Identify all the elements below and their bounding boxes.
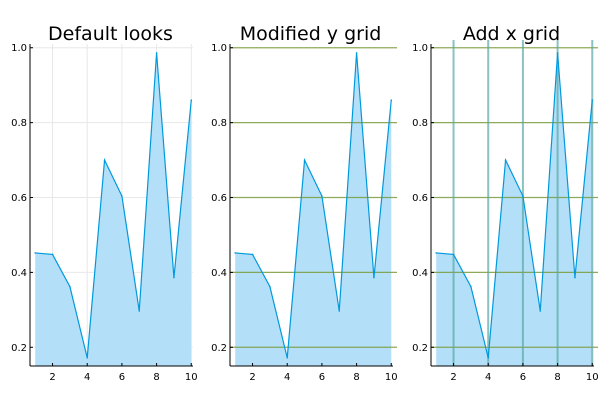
- x-tick-label: 10: [185, 372, 198, 383]
- y-tick-label: 0.6: [412, 193, 428, 204]
- data-point: [355, 52, 358, 54]
- data-point: [69, 285, 71, 288]
- data-point: [522, 195, 524, 197]
- data-point: [103, 159, 106, 161]
- data-point: [591, 99, 594, 101]
- data-point: [269, 285, 271, 288]
- y-tick-label: 1.0: [11, 43, 27, 54]
- area-fill: [35, 52, 192, 366]
- x-tick-label: 8: [554, 372, 560, 383]
- data-point: [121, 195, 123, 197]
- x-tick-label: 8: [153, 372, 159, 383]
- data-point: [338, 310, 341, 312]
- series-line: [35, 52, 192, 358]
- data-point: [504, 159, 507, 161]
- data-point: [470, 285, 472, 288]
- data-point: [173, 276, 175, 279]
- chart-panel-3: 0.2 0.4 0.6 0.8 1.0 2 4 6 8 10 Add x grid: [412, 23, 599, 383]
- data-point: [286, 356, 289, 359]
- y-tick-label: 0.4: [412, 268, 428, 279]
- chart-title: Default looks: [48, 23, 173, 45]
- chart-title: Add x grid: [463, 23, 560, 45]
- data-point: [51, 253, 54, 256]
- series-line: [235, 52, 392, 358]
- data-point: [303, 159, 306, 161]
- data-point: [321, 195, 323, 197]
- x-tick-label: 6: [319, 372, 325, 383]
- y-tick-label: 0.6: [11, 193, 27, 204]
- data-point: [373, 276, 375, 279]
- area-fill: [235, 52, 392, 366]
- x-tick-label: 4: [284, 372, 290, 383]
- x-tick-label: 2: [450, 372, 456, 383]
- y-tick-label: 0.8: [11, 118, 27, 129]
- y-tick-label: 0.2: [211, 343, 227, 354]
- chart-title: Modified y grid: [240, 23, 382, 45]
- data-point: [452, 253, 455, 256]
- x-tick-label: 2: [249, 372, 255, 383]
- y-tick-label: 0.4: [11, 268, 27, 279]
- data-point: [251, 253, 254, 256]
- x-tick-label: 6: [119, 372, 125, 383]
- y-tick-label: 0.6: [211, 193, 227, 204]
- y-tick-label: 0.2: [11, 343, 27, 354]
- data-point: [539, 310, 542, 312]
- data-point: [487, 356, 490, 359]
- x-tick-label: 6: [520, 372, 526, 383]
- data-point: [556, 52, 559, 54]
- data-point: [86, 356, 89, 359]
- x-tick-label: 4: [84, 372, 90, 383]
- data-point: [234, 252, 237, 254]
- x-tick-label: 8: [353, 372, 359, 383]
- data-point: [34, 252, 37, 254]
- x-tick-label: 4: [485, 372, 491, 383]
- y-tick-label: 1.0: [412, 43, 428, 54]
- chart-panel-2: 0.2 0.4 0.6 0.8 1.0 2 4 6 8 10 Modified y grid: [211, 23, 398, 383]
- y-tick-label: 0.4: [211, 268, 227, 279]
- y-tick-label: 0.8: [211, 118, 227, 129]
- x-tick-label: 2: [49, 372, 55, 383]
- data-point: [155, 52, 158, 54]
- series-line: [436, 52, 593, 358]
- x-tick-label: 10: [385, 372, 398, 383]
- data-point: [574, 276, 576, 279]
- data-point: [138, 310, 141, 312]
- y-tick-label: 0.2: [412, 343, 428, 354]
- area-fill: [436, 52, 593, 366]
- y-tick-label: 0.8: [412, 118, 428, 129]
- data-point: [190, 99, 193, 101]
- x-tick-label: 10: [586, 372, 599, 383]
- data-point: [390, 99, 393, 101]
- y-tick-label: 1.0: [211, 43, 227, 54]
- data-point: [435, 252, 438, 254]
- chart-panel-1: 0.2 0.4 0.6 0.8 1.0 2 4 6 8 10 Default looks: [11, 23, 198, 383]
